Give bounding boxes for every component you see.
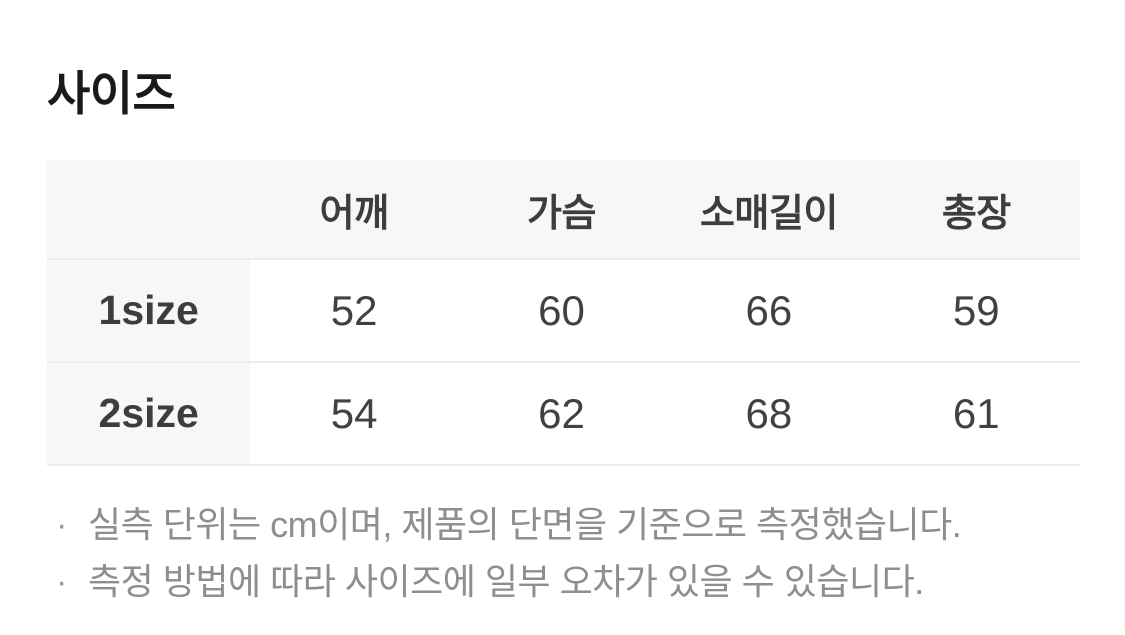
size-table: 어깨 가슴 소매길이 총장 1size 52 60 66 59 2size 54 — [47, 160, 1080, 466]
column-header-chest: 가슴 — [457, 160, 666, 259]
table-corner-cell — [47, 160, 251, 259]
column-header-sleeve-length: 소매길이 — [665, 160, 873, 259]
list-item: · 측정 방법에 따라 사이즈에 일부 오차가 있을 수 있습니다. — [47, 558, 1087, 606]
table-header-row: 어깨 가슴 소매길이 총장 — [47, 160, 1080, 259]
size-table-grid: 어깨 가슴 소매길이 총장 1size 52 60 66 59 2size 54 — [47, 160, 1080, 466]
cell-1size-sleeve-length: 66 — [665, 259, 873, 362]
page-title: 사이즈 — [47, 67, 176, 120]
cell-2size-sleeve-length: 68 — [665, 362, 873, 465]
note-measure-tolerance: 측정 방법에 따라 사이즈에 일부 오차가 있을 수 있습니다. — [88, 561, 924, 602]
cell-1size-total-length: 59 — [872, 259, 1080, 362]
cell-2size-shoulder: 54 — [250, 362, 458, 465]
bullet-icon: · — [56, 506, 68, 544]
cell-2size-chest: 62 — [457, 362, 666, 465]
bullet-icon: · — [56, 563, 68, 601]
note-measure-unit: 실측 단위는 cm이며, 제품의 단면을 기준으로 측정했습니다. — [88, 504, 962, 545]
cell-1size-chest: 60 — [457, 259, 666, 362]
table-row: 2size 54 62 68 61 — [47, 362, 1080, 465]
column-header-shoulder: 어깨 — [250, 160, 458, 259]
table-row: 1size 52 60 66 59 — [47, 259, 1080, 362]
list-item: · 실측 단위는 cm이며, 제품의 단면을 기준으로 측정했습니다. — [47, 501, 1087, 549]
cell-1size-shoulder: 52 — [250, 259, 458, 362]
cell-2size-total-length: 61 — [872, 362, 1080, 465]
measurement-notes: · 실측 단위는 cm이며, 제품의 단면을 기준으로 측정했습니다. · 측정… — [47, 501, 1087, 615]
column-header-total-length: 총장 — [872, 160, 1080, 259]
row-header-2size: 2size — [47, 362, 251, 465]
row-header-1size: 1size — [47, 259, 251, 362]
